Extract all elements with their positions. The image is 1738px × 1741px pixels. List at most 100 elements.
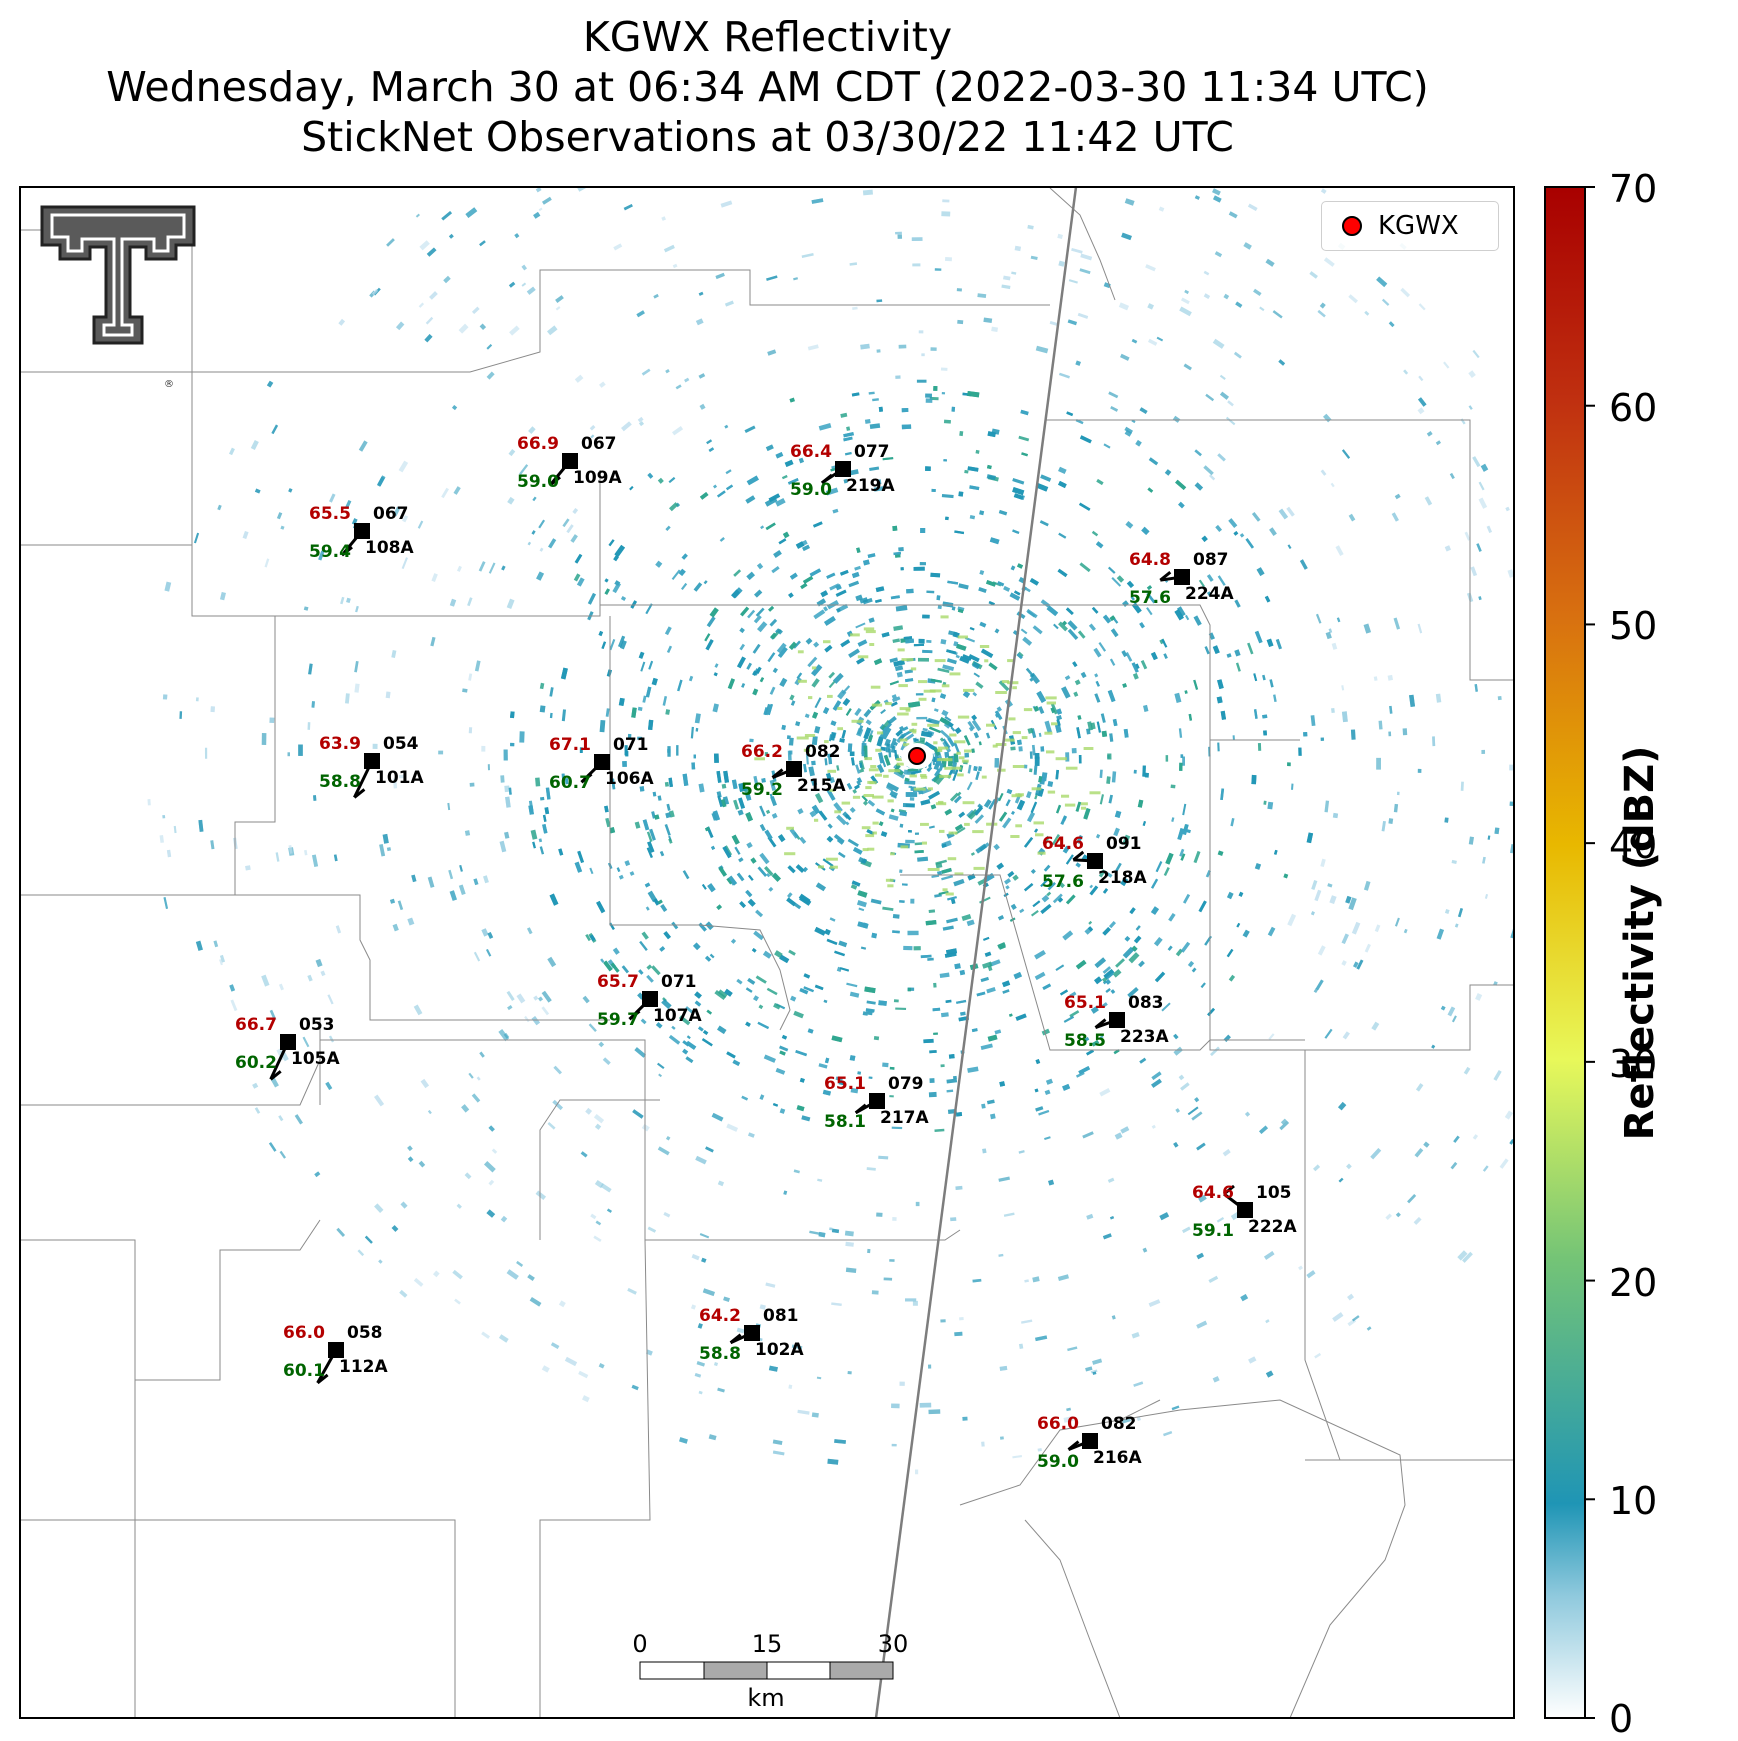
station-marker — [1109, 1012, 1125, 1028]
station-dewpoint: 58.8 — [319, 772, 361, 792]
map-frame — [19, 186, 1515, 1719]
station-dewpoint: 57.6 — [1129, 588, 1171, 608]
station-wind-direction: 079 — [888, 1074, 924, 1094]
station-marker — [1237, 1202, 1253, 1218]
station-wind-direction: 071 — [613, 735, 649, 755]
wind-barb-flag — [1223, 1184, 1235, 1196]
station-marker — [364, 753, 380, 769]
station-plot-102a: 64.2 081 58.8 102A — [699, 1306, 804, 1364]
station-id: 219A — [846, 476, 895, 496]
station-temperature: 65.1 — [1064, 993, 1106, 1013]
colorbar — [1544, 186, 1595, 1719]
state-boundary — [874, 187, 1078, 1718]
wind-barb-flag — [771, 768, 784, 779]
station-temperature: 65.5 — [309, 504, 351, 524]
station-plot-109a: 66.9 067 59.0 109A — [517, 434, 622, 492]
title-radar: KGWX Reflectivity — [582, 13, 953, 61]
station-id: 105A — [291, 1049, 340, 1069]
title-observations: StickNet Observations at 03/30/22 11:42 … — [301, 113, 1234, 161]
station-plot-222a: 64.6 105 59.1 222A — [1192, 1183, 1297, 1241]
station-marker — [328, 1342, 344, 1358]
station-temperature: 66.9 — [517, 434, 559, 454]
station-plot-106a: 67.1 071 60.7 106A — [549, 735, 654, 793]
sticknet-stations: 66.9 067 59.0 109A 66.4 077 59.0 219A 65.5 067 59.… — [235, 434, 1297, 1472]
station-id: 215A — [797, 776, 846, 796]
station-plot-217a: 65.1 079 58.1 217A — [824, 1074, 929, 1132]
station-id: 222A — [1248, 1217, 1297, 1237]
station-id: 216A — [1093, 1448, 1142, 1468]
cb-tick-40: 40 — [1609, 823, 1658, 867]
station-plot-112a: 66.0 058 60.1 112A — [283, 1323, 388, 1385]
station-id: 217A — [880, 1108, 929, 1128]
station-dewpoint: 59.0 — [517, 472, 559, 492]
cb-tick-10: 10 — [1609, 1479, 1658, 1523]
wind-barb-flag — [1067, 1440, 1080, 1451]
station-dewpoint: 58.8 — [699, 1344, 741, 1364]
station-temperature: 64.2 — [699, 1306, 741, 1326]
station-wind-direction: 083 — [1128, 993, 1164, 1013]
station-plot-223a: 65.1 083 58.5 223A — [1064, 993, 1169, 1051]
scale-bar — [639, 1661, 894, 1680]
wind-barb-flag — [820, 473, 833, 485]
station-temperature: 65.7 — [597, 972, 639, 992]
radar-site-marker — [908, 747, 926, 765]
cb-tick-50: 50 — [1609, 604, 1658, 648]
station-id: 223A — [1120, 1027, 1169, 1047]
station-wind-direction: 091 — [1106, 834, 1142, 854]
station-marker — [280, 1034, 296, 1050]
station-id: 109A — [573, 468, 622, 488]
station-plot-218a: 64.6 091 57.6 218A — [1042, 834, 1147, 892]
wind-barb-flag — [854, 1103, 867, 1114]
station-dewpoint: 58.5 — [1064, 1031, 1106, 1051]
station-temperature: 66.2 — [741, 742, 783, 762]
station-dewpoint: 58.1 — [824, 1112, 866, 1132]
station-dewpoint: 60.1 — [283, 1361, 325, 1381]
texas-tech-logo: ® — [40, 205, 196, 390]
scale-tick-15: 15 — [751, 1630, 783, 1658]
station-marker — [786, 761, 802, 777]
station-temperature: 64.6 — [1192, 1183, 1234, 1203]
station-wind-direction: 077 — [854, 442, 890, 462]
figure-title: KGWX Reflectivity Wednesday, March 30 at… — [0, 12, 1535, 162]
station-wind-direction: 058 — [347, 1323, 383, 1343]
station-wind-direction: 071 — [661, 972, 697, 992]
station-id: 218A — [1098, 868, 1147, 888]
station-dewpoint: 59.2 — [741, 780, 783, 800]
reflectivity-echoes — [147, 187, 1514, 1475]
station-plot-107a: 65.7 071 59.7 107A — [597, 972, 702, 1030]
station-marker — [354, 523, 370, 539]
station-plot-101a: 63.9 054 58.8 101A — [319, 734, 424, 799]
station-id: 108A — [365, 538, 414, 558]
station-dewpoint: 60.7 — [549, 773, 591, 793]
scale-tick-30: 30 — [877, 1630, 909, 1658]
station-dewpoint: 59.0 — [1037, 1452, 1079, 1472]
wind-barb-flag — [729, 1333, 742, 1344]
station-wind-direction: 054 — [383, 734, 419, 754]
station-wind-direction: 053 — [299, 1015, 335, 1035]
station-dewpoint: 59.0 — [790, 480, 832, 500]
title-datetime: Wednesday, March 30 at 06:34 AM CDT (202… — [106, 63, 1429, 111]
station-wind-direction: 081 — [763, 1306, 799, 1326]
station-id: 101A — [375, 768, 424, 788]
station-wind-direction: 082 — [1101, 1414, 1137, 1434]
station-plot-105a: 66.7 053 60.2 105A — [235, 1015, 340, 1081]
county-boundaries — [20, 187, 1514, 1718]
cb-tick-70: 70 — [1609, 167, 1658, 211]
cb-tick-0: 0 — [1609, 1697, 1634, 1741]
wind-barb-flag — [1159, 571, 1172, 582]
kgwx-radar-site — [901, 743, 933, 769]
legend-marker — [1342, 216, 1362, 236]
station-id: 224A — [1185, 584, 1234, 604]
wind-barb-flag — [628, 1010, 641, 1021]
station-dewpoint: 59.1 — [1192, 1221, 1234, 1241]
station-id: 106A — [605, 769, 654, 789]
station-dewpoint: 60.2 — [235, 1053, 277, 1073]
station-plot-216a: 66.0 082 59.0 216A — [1037, 1414, 1142, 1472]
logo-trademark: ® — [164, 379, 174, 390]
wind-barb-flag — [316, 1373, 329, 1385]
wind-barb-flag — [341, 546, 353, 557]
station-marker — [835, 461, 851, 477]
wind-barb-flag — [353, 788, 366, 799]
station-id: 102A — [755, 1340, 804, 1360]
wind-barb-flag — [269, 1070, 282, 1081]
